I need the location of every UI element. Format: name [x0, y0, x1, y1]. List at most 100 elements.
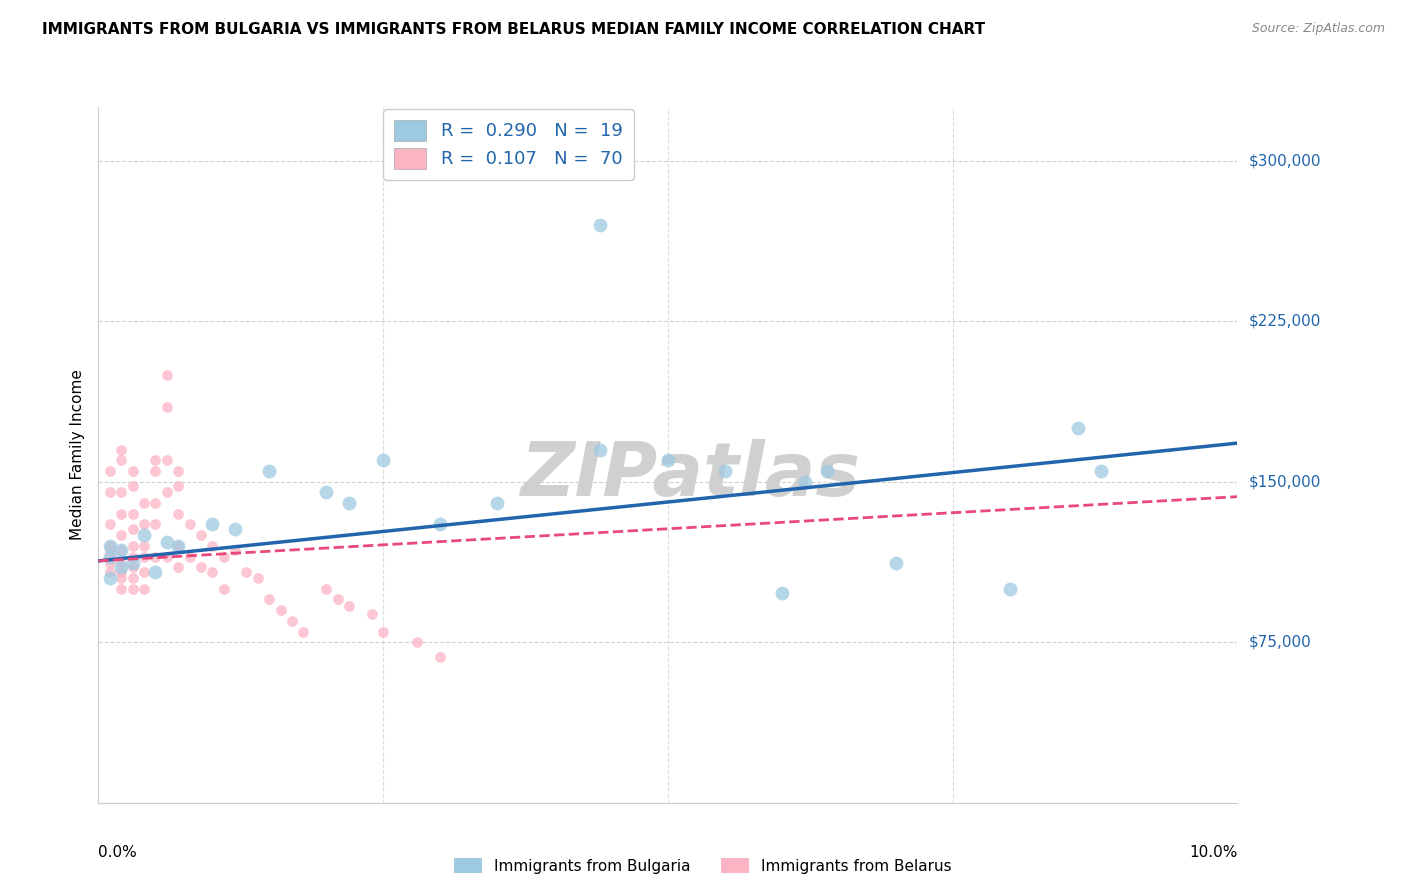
Point: [190, 528, 212, 542]
Point: [1067, 421, 1090, 435]
Point: [815, 464, 838, 478]
Point: [145, 453, 167, 467]
Point: [121, 539, 143, 553]
Point: [110, 543, 132, 558]
Text: ZIPatlas: ZIPatlas: [520, 439, 860, 512]
Point: [588, 442, 610, 457]
Point: [167, 539, 190, 553]
Point: [179, 549, 201, 564]
Text: 10.0%: 10.0%: [1189, 845, 1237, 860]
Point: [98, 539, 121, 553]
Point: [121, 479, 143, 493]
Point: [132, 565, 155, 579]
Point: [998, 582, 1021, 596]
Point: [132, 517, 155, 532]
Point: [770, 586, 793, 600]
Point: [373, 624, 395, 639]
Point: [132, 549, 155, 564]
Point: [246, 571, 269, 585]
Point: [201, 517, 224, 532]
Text: $150,000: $150,000: [1249, 475, 1320, 489]
Point: [326, 592, 349, 607]
Point: [110, 565, 132, 579]
Point: [98, 539, 121, 553]
Point: [281, 614, 304, 628]
Point: [98, 565, 121, 579]
Point: [110, 571, 132, 585]
Point: [292, 624, 315, 639]
Point: [224, 522, 246, 536]
Point: [98, 549, 121, 564]
Point: [429, 517, 451, 532]
Point: [714, 464, 737, 478]
Point: [121, 464, 143, 478]
Point: [793, 475, 815, 489]
Point: [110, 528, 132, 542]
Point: [406, 635, 429, 649]
Text: $300,000: $300,000: [1249, 153, 1320, 168]
Point: [167, 560, 190, 574]
Text: $75,000: $75,000: [1249, 635, 1312, 649]
Point: [156, 534, 179, 549]
Point: [110, 543, 132, 558]
Point: [201, 539, 224, 553]
Y-axis label: Median Family Income: Median Family Income: [69, 369, 84, 541]
Point: [1090, 464, 1112, 478]
Point: [156, 453, 179, 467]
Point: [167, 464, 190, 478]
Point: [315, 582, 337, 596]
Point: [167, 507, 190, 521]
Point: [132, 539, 155, 553]
Point: [110, 507, 132, 521]
Point: [156, 368, 179, 382]
Point: [98, 549, 121, 564]
Text: $225,000: $225,000: [1249, 314, 1320, 328]
Point: [259, 464, 281, 478]
Point: [98, 571, 121, 585]
Point: [121, 560, 143, 574]
Point: [259, 592, 281, 607]
Text: IMMIGRANTS FROM BULGARIA VS IMMIGRANTS FROM BELARUS MEDIAN FAMILY INCOME CORRELA: IMMIGRANTS FROM BULGARIA VS IMMIGRANTS F…: [42, 22, 986, 37]
Point: [156, 485, 179, 500]
Point: [121, 556, 143, 570]
Point: [98, 485, 121, 500]
Point: [98, 556, 121, 570]
Point: [98, 543, 121, 558]
Point: [212, 549, 235, 564]
Point: [121, 549, 143, 564]
Point: [132, 528, 155, 542]
Point: [110, 582, 132, 596]
Point: [360, 607, 382, 622]
Point: [110, 453, 132, 467]
Point: [167, 539, 190, 553]
Point: [315, 485, 337, 500]
Point: [145, 549, 167, 564]
Point: [337, 496, 360, 510]
Point: [110, 442, 132, 457]
Point: [224, 543, 246, 558]
Point: [657, 453, 679, 467]
Point: [145, 464, 167, 478]
Point: [337, 599, 360, 613]
Point: [121, 507, 143, 521]
Point: [373, 453, 395, 467]
Point: [132, 496, 155, 510]
Text: Source: ZipAtlas.com: Source: ZipAtlas.com: [1251, 22, 1385, 36]
Point: [429, 650, 451, 665]
Point: [201, 565, 224, 579]
Point: [132, 582, 155, 596]
Point: [145, 517, 167, 532]
Legend: Immigrants from Bulgaria, Immigrants from Belarus: Immigrants from Bulgaria, Immigrants fro…: [449, 852, 957, 880]
Point: [884, 556, 907, 570]
Point: [212, 582, 235, 596]
Point: [110, 485, 132, 500]
Point: [179, 517, 201, 532]
Point: [156, 549, 179, 564]
Point: [145, 496, 167, 510]
Point: [121, 582, 143, 596]
Point: [110, 560, 132, 574]
Point: [156, 400, 179, 414]
Text: 0.0%: 0.0%: [98, 845, 138, 860]
Point: [235, 565, 257, 579]
Point: [121, 522, 143, 536]
